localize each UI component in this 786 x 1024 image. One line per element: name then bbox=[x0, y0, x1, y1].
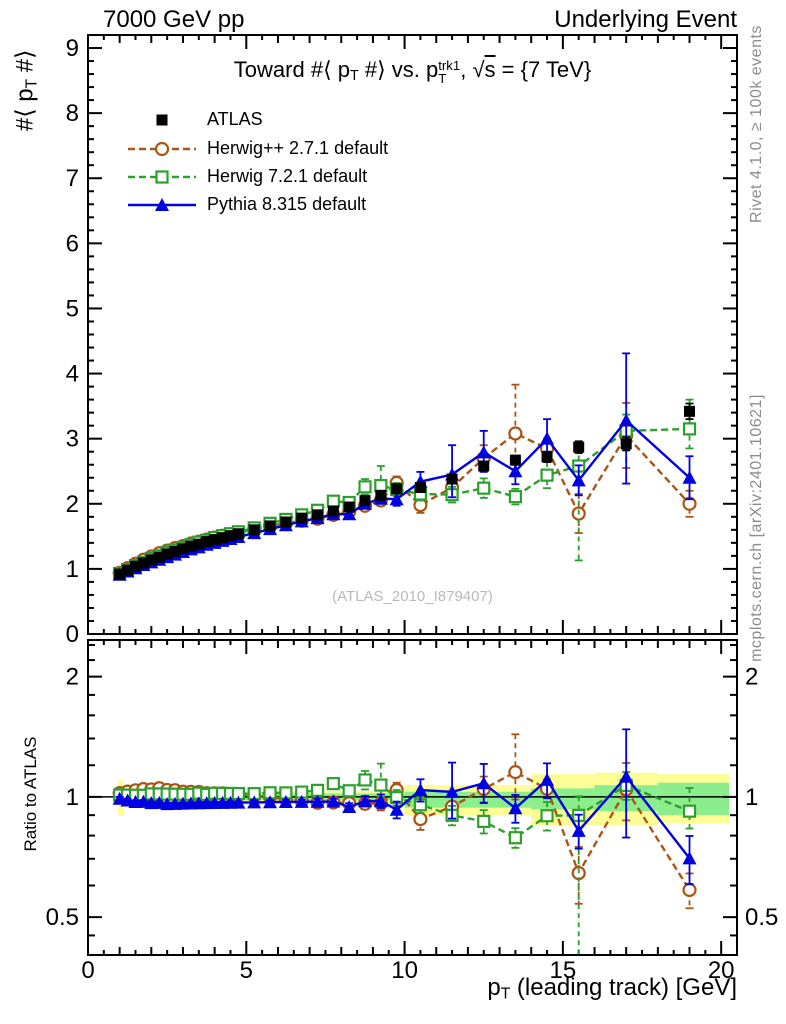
beam-header: 7000 GeV pp bbox=[103, 6, 245, 33]
axis-ticks bbox=[87, 35, 737, 955]
tick-label: 1 bbox=[66, 784, 79, 811]
main-series-atlas bbox=[114, 402, 696, 580]
legend-markers bbox=[128, 114, 196, 211]
legend-label-herwigpp: Herwig++ 2.7.1 default bbox=[207, 138, 389, 158]
tick-label: 4 bbox=[66, 361, 79, 388]
tick-label: 1 bbox=[745, 784, 758, 811]
tick-label: 7 bbox=[66, 165, 79, 192]
title-text: Toward #⟨ p bbox=[233, 57, 350, 82]
tick-label: 0 bbox=[81, 957, 94, 984]
topic-header: Underlying Event bbox=[554, 6, 737, 33]
tick-label: 15 bbox=[550, 957, 577, 984]
legend-label-pythia: Pythia 8.315 default bbox=[207, 194, 367, 214]
rivet-version-note: Rivet 4.1.0, ≥ 100k events bbox=[748, 25, 765, 223]
sqrt-symbol: √ bbox=[472, 57, 485, 82]
tick-label: 5 bbox=[240, 957, 253, 984]
tick-label: 0.5 bbox=[46, 904, 79, 931]
mcplots-credit-note: mcplots.cern.ch [arXiv:2401.10621] bbox=[748, 394, 765, 662]
tick-label: 0 bbox=[66, 621, 79, 648]
legend-label-herwig7: Herwig 7.2.1 default bbox=[207, 166, 368, 186]
tick-label: 5 bbox=[66, 295, 79, 322]
tick-label: 8 bbox=[66, 100, 79, 127]
tick-label: 0.5 bbox=[745, 904, 778, 931]
tick-label: 2 bbox=[745, 664, 758, 691]
title-sup-sub-stack: trk1 T bbox=[438, 57, 461, 86]
x-axis-label: pT (leading track) [GeV] bbox=[487, 974, 737, 1003]
plot-title: Toward #⟨ pT #⟩ vs. p trk1 T, √s = {7 TeV} bbox=[233, 57, 592, 86]
tick-label: 20 bbox=[708, 957, 735, 984]
tick-label: 2 bbox=[66, 664, 79, 691]
tick-label: 9 bbox=[66, 35, 79, 62]
tick-label: 6 bbox=[66, 230, 79, 257]
main-panel-series bbox=[112, 352, 697, 581]
tick-label: 2 bbox=[66, 491, 79, 518]
tick-label: 10 bbox=[391, 957, 418, 984]
tick-label: 3 bbox=[66, 426, 79, 453]
analysis-watermark: (ATLAS_2010_I879407) bbox=[332, 588, 493, 605]
title-sub: T bbox=[350, 68, 359, 85]
ratio-series-pythia-8-315-default bbox=[112, 728, 697, 885]
ratio-panel-series bbox=[112, 728, 697, 955]
legend-label-atlas: ATLAS bbox=[207, 109, 263, 129]
main-y-axis-label: #⟨ pT #⟩ bbox=[11, 49, 41, 132]
ratio-y-axis-label: Ratio to ATLAS bbox=[21, 736, 40, 852]
ratio-series-herwig-7-2-1-default bbox=[113, 762, 697, 955]
tick-label: 1 bbox=[66, 556, 79, 583]
